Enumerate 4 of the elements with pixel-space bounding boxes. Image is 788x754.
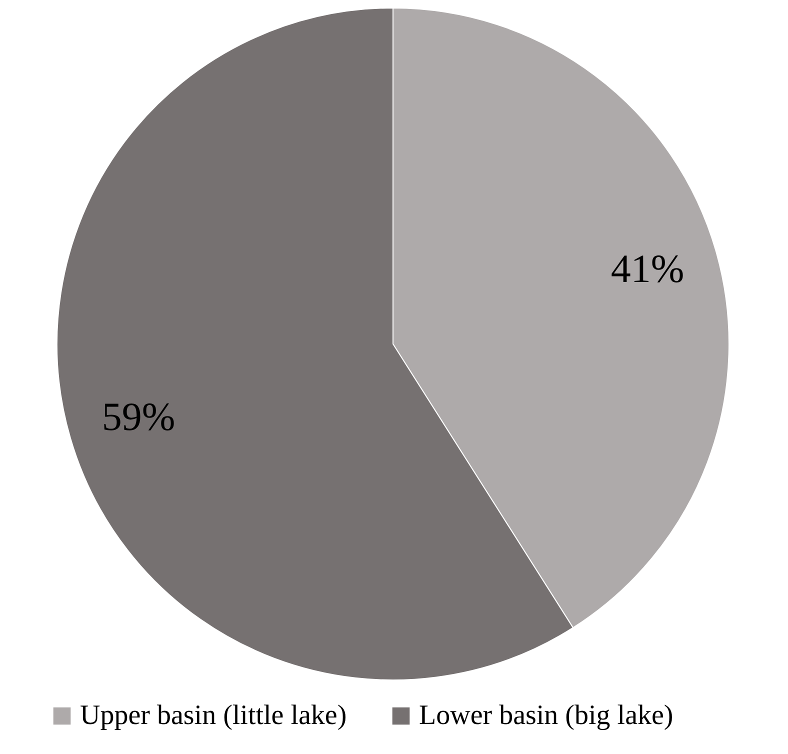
legend-label: Lower basin (big lake) — [419, 700, 674, 731]
data-label: 59% — [102, 394, 176, 439]
legend-label: Upper basin (little lake) — [80, 700, 347, 731]
data-label: 41% — [610, 246, 684, 292]
